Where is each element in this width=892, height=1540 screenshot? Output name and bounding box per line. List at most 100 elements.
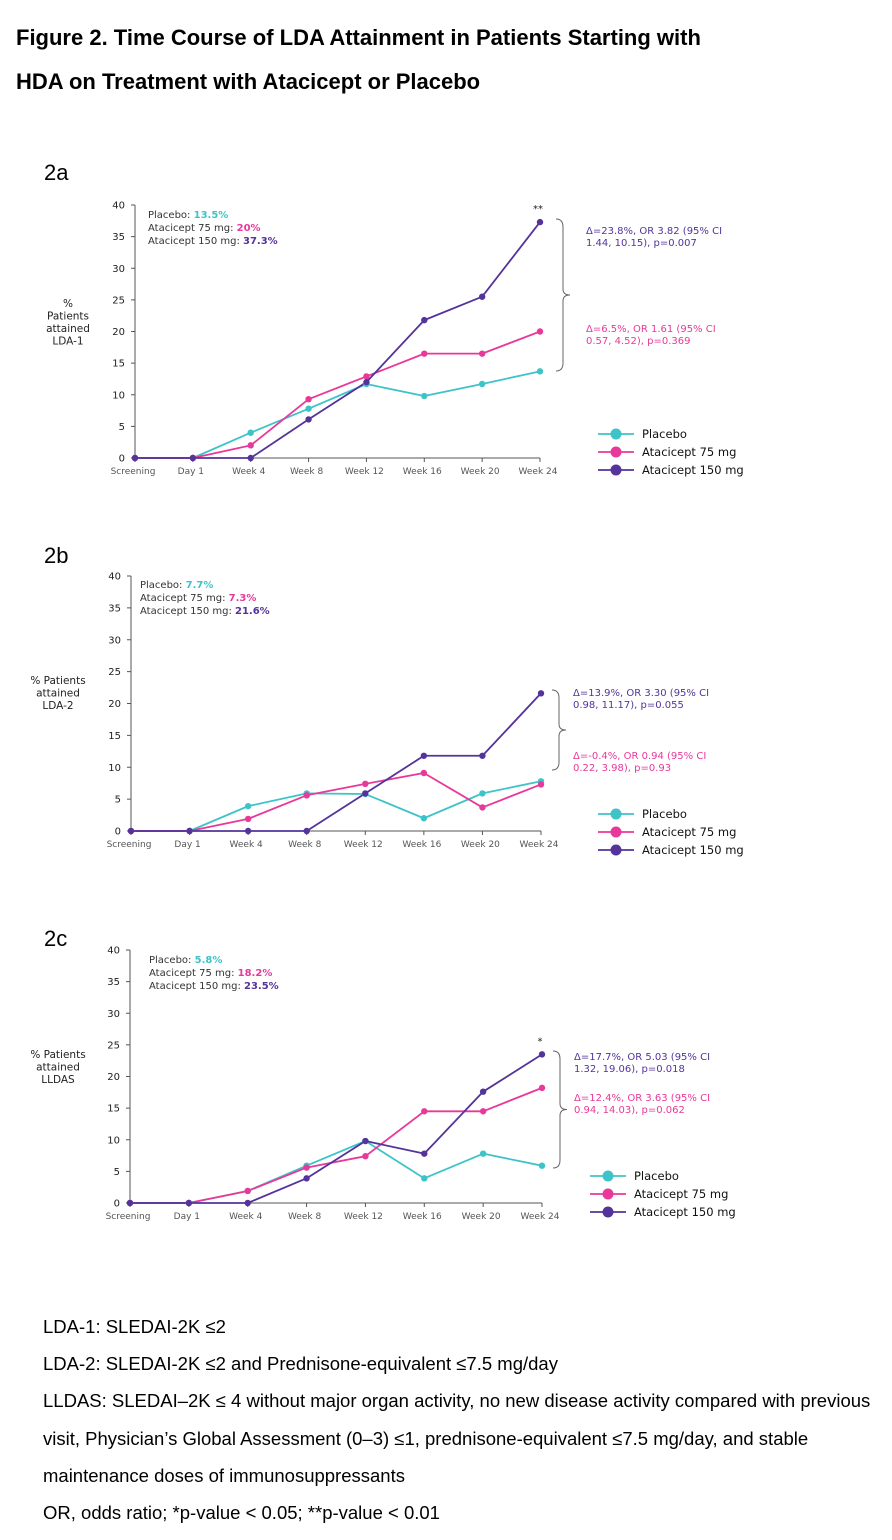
legend-label-placebo: Placebo [642, 807, 687, 821]
y-tick-label: 5 [114, 1167, 120, 1178]
y-tick-label: 40 [107, 946, 120, 957]
x-tick-label: Screening [107, 840, 152, 850]
x-tick-label: Week 8 [290, 467, 324, 477]
series-line-atacicept-75 [131, 772, 542, 832]
y-tick-label: 25 [112, 295, 125, 306]
footnote-lda2: LDA-2: SLEDAI-2K ≤2 and Prednisone-equiv… [43, 1353, 558, 1375]
data-point-atacicept-150 [247, 454, 254, 462]
data-point-atacicept-75 [479, 1108, 487, 1115]
x-tick-label: Week 4 [232, 467, 266, 477]
data-point-atacicept-150 [537, 690, 545, 697]
y-tick-label: 0 [114, 1199, 120, 1210]
footnote-lldas: LLDAS: SLEDAI–2K ≤ 4 without major organ… [43, 1390, 871, 1486]
data-point-atacicept-150 [362, 790, 369, 797]
legend-marker-atacicept-75 [602, 1188, 614, 1200]
y-tick-label: 25 [107, 1040, 120, 1051]
chart-2b-lda2: 0 5 10 15 20 25 30 35 40 Screening Day 1 Week 4 Week… [30, 572, 744, 858]
legend-marker-atacicept-75 [610, 826, 622, 838]
legend-label-atacicept-150: Atacicept 150 mg [642, 843, 744, 857]
y-tick-label: 20 [112, 327, 125, 338]
data-point-atacicept-75 [303, 1164, 310, 1171]
panel-label-2b: 2b [44, 543, 69, 568]
comparison-atacicept-150-vs-placebo-line2: 0.98, 11.17), p=0.055 [573, 700, 684, 711]
x-tick-label: Week 20 [461, 467, 500, 477]
footnote-lda1: LDA-1: SLEDAI-2K ≤2 [43, 1316, 226, 1337]
data-point-atacicept-150 [420, 752, 428, 759]
x-tick-label: Day 1 [174, 1212, 200, 1222]
data-point-atacicept-75 [536, 328, 544, 335]
footnotes: LDA-1: SLEDAI-2K ≤2 LDA-2: SLEDAI-2K ≤2 … [43, 1308, 873, 1531]
x-tick-label: Week 4 [229, 1212, 263, 1222]
figure-title-line1: Figure 2. Time Course of LDA Attainment … [16, 25, 701, 50]
x-tick-label: Week 12 [345, 467, 384, 477]
x-tick-label: Week 24 [519, 467, 558, 477]
comparison-atacicept-75-vs-placebo-line2: 0.57, 4.52), p=0.369 [586, 336, 691, 347]
data-point-atacicept-75 [420, 769, 428, 777]
x-tick-label: Week 16 [403, 1212, 442, 1222]
legend-marker-placebo [610, 428, 622, 440]
data-point-atacicept-150 [185, 1199, 193, 1207]
x-tick-label: Week 16 [403, 467, 442, 477]
summary-atacicept-150: Atacicept 150 mg: 37.3% [148, 236, 278, 247]
y-axis-label-line: % [63, 298, 73, 310]
x-tick-label: Week 12 [344, 1212, 383, 1222]
data-point-atacicept-75 [538, 1084, 546, 1092]
data-point-atacicept-150 [189, 454, 197, 462]
y-tick-label: 20 [107, 1072, 120, 1083]
data-point-placebo [421, 392, 428, 400]
data-point-atacicept-150 [363, 378, 370, 386]
significance-marker: * [538, 1036, 543, 1047]
x-tick-label: Week 24 [520, 840, 559, 850]
data-point-atacicept-75 [305, 395, 312, 403]
y-tick-label: 40 [112, 201, 125, 212]
data-point-atacicept-150 [126, 1199, 134, 1207]
data-point-placebo [247, 429, 254, 436]
data-point-placebo [421, 1175, 428, 1182]
comparison-brace [552, 1050, 568, 1169]
x-tick-label: Screening [111, 467, 156, 477]
legend-marker-placebo [602, 1170, 614, 1182]
legend-label-atacicept-150: Atacicept 150 mg [642, 463, 744, 477]
y-tick-label: 10 [112, 390, 125, 401]
summary-placebo: Placebo: 5.8% [149, 955, 222, 966]
y-axis-label-line: LDA-1 [52, 336, 83, 348]
data-point-atacicept-75 [478, 350, 486, 357]
legend-label-atacicept-75: Atacicept 75 mg [634, 1187, 728, 1201]
series-line-atacicept-75 [130, 1087, 543, 1204]
legend-label-placebo: Placebo [642, 427, 687, 441]
data-point-atacicept-75 [362, 780, 369, 788]
data-point-atacicept-150 [244, 827, 252, 835]
comparison-brace [555, 218, 571, 372]
summary-atacicept-75: Atacicept 75 mg: 7.3% [140, 593, 256, 604]
summary-atacicept-75: Atacicept 75 mg: 18.2% [149, 968, 272, 979]
summary-atacicept-150: Atacicept 150 mg: 21.6% [140, 606, 270, 617]
panel-label-2a: 2a [44, 160, 69, 185]
comparison-atacicept-75-vs-placebo-line1: Δ=6.5%, OR 1.61 (95% CI [586, 324, 716, 335]
data-point-atacicept-150 [303, 827, 310, 835]
y-tick-label: 10 [108, 763, 121, 774]
x-tick-label: Screening [106, 1212, 151, 1222]
data-point-atacicept-75 [537, 781, 545, 788]
y-axis-label-line: LDA-2 [42, 700, 73, 712]
y-axis-label-line: attained [46, 323, 90, 335]
data-point-atacicept-150 [362, 1137, 369, 1145]
data-point-atacicept-75 [421, 1108, 428, 1115]
x-tick-label: Week 20 [462, 1212, 501, 1222]
x-tick-label: Week 8 [288, 840, 322, 850]
comparison-atacicept-150-vs-placebo-line1: Δ=23.8%, OR 3.82 (95% CI [586, 226, 722, 237]
x-tick-label: Week 24 [521, 1212, 560, 1222]
data-point-atacicept-150 [479, 1088, 487, 1095]
x-tick-label: Week 16 [402, 840, 441, 850]
comparison-atacicept-150-vs-placebo-line2: 1.44, 10.15), p=0.007 [586, 238, 697, 249]
y-tick-label: 5 [115, 795, 121, 806]
data-point-placebo [420, 815, 428, 822]
y-axis-label-line: Patients [47, 311, 89, 323]
y-axis-label-line: attained [36, 688, 80, 700]
data-point-atacicept-75 [479, 804, 486, 811]
legend-marker-atacicept-150 [610, 844, 622, 856]
data-point-placebo [305, 405, 312, 412]
data-point-placebo [538, 1162, 546, 1169]
series-line-atacicept-150 [131, 692, 542, 832]
y-tick-label: 30 [112, 264, 125, 275]
comparison-atacicept-75-vs-placebo-line2: 0.94, 14.03), p=0.062 [574, 1105, 685, 1116]
